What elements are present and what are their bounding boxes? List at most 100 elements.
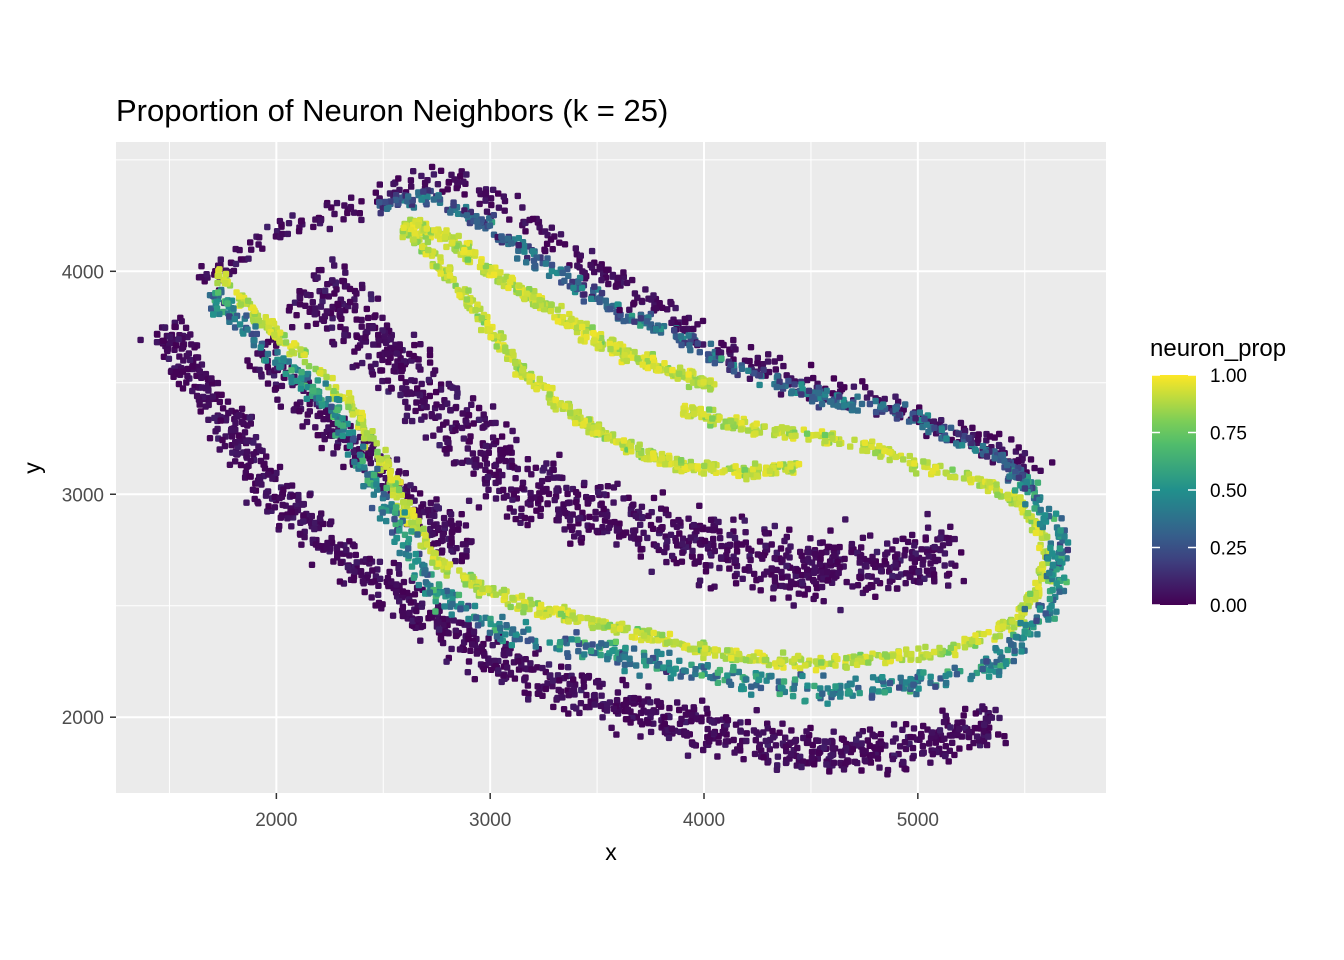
data-point	[661, 714, 668, 721]
data-point	[752, 430, 759, 437]
data-point	[379, 327, 386, 334]
data-point	[919, 742, 927, 750]
data-point	[452, 632, 460, 640]
data-point	[250, 439, 257, 446]
data-point	[225, 409, 232, 417]
data-point	[872, 593, 879, 600]
data-point	[916, 579, 923, 586]
data-point	[1045, 616, 1052, 623]
data-point	[345, 389, 353, 397]
data-point	[264, 223, 271, 231]
data-point	[766, 467, 774, 475]
data-point	[537, 496, 544, 503]
data-point	[628, 633, 636, 641]
data-point	[456, 567, 463, 574]
data-point	[432, 598, 439, 605]
data-point	[569, 612, 576, 619]
data-point	[404, 404, 411, 411]
data-point	[295, 491, 302, 499]
data-point	[412, 407, 419, 415]
data-point	[399, 603, 407, 611]
data-point	[843, 664, 850, 671]
data-point	[581, 275, 589, 282]
data-point	[959, 719, 966, 726]
data-point	[726, 565, 733, 572]
data-point	[748, 683, 755, 690]
data-point	[586, 513, 593, 521]
data-point	[616, 625, 624, 632]
data-point	[722, 418, 729, 425]
data-point	[244, 422, 251, 429]
data-point	[159, 337, 167, 344]
data-point	[524, 465, 531, 473]
data-point	[424, 506, 432, 514]
data-point	[864, 737, 871, 744]
data-point	[485, 586, 492, 593]
data-point	[902, 745, 910, 753]
data-point	[481, 455, 489, 462]
data-point	[392, 504, 400, 511]
data-point	[857, 568, 865, 575]
data-point	[543, 485, 550, 493]
data-point	[375, 384, 382, 392]
data-point	[489, 403, 497, 410]
data-point	[503, 513, 511, 520]
data-point	[796, 665, 804, 672]
data-point	[388, 385, 395, 392]
data-point	[993, 481, 1000, 488]
data-point	[798, 552, 805, 559]
data-point	[937, 534, 944, 541]
data-point	[743, 730, 750, 737]
data-point	[337, 559, 344, 566]
data-point	[238, 418, 246, 426]
data-point	[701, 462, 708, 470]
data-point	[411, 497, 418, 504]
data-point	[668, 300, 675, 308]
data-point	[577, 514, 584, 522]
data-point	[722, 738, 730, 745]
data-point	[567, 540, 574, 547]
data-point	[835, 569, 842, 577]
data-point	[362, 334, 369, 341]
data-point	[182, 324, 190, 331]
data-point	[661, 461, 669, 468]
data-point	[534, 683, 541, 690]
data-point	[804, 682, 811, 689]
data-point	[265, 318, 272, 325]
data-point	[877, 731, 885, 738]
data-point	[514, 192, 521, 200]
data-point	[435, 619, 442, 626]
data-point	[443, 658, 450, 665]
data-point	[779, 649, 787, 656]
data-point	[179, 385, 187, 392]
data-point	[824, 700, 831, 707]
data-point	[637, 546, 644, 553]
data-point	[231, 315, 238, 323]
data-point	[698, 672, 705, 679]
data-point	[930, 648, 938, 656]
data-point	[382, 446, 389, 454]
data-point	[536, 375, 543, 383]
data-point	[573, 705, 580, 712]
data-point	[546, 391, 553, 398]
data-point	[450, 460, 458, 467]
data-point	[345, 403, 352, 411]
data-point	[699, 525, 707, 533]
data-point	[378, 367, 386, 374]
data-point	[462, 605, 470, 612]
data-point	[973, 733, 981, 740]
data-point	[347, 203, 355, 211]
data-point	[491, 657, 498, 665]
data-point	[352, 302, 359, 310]
data-point	[595, 423, 602, 430]
data-point	[303, 291, 311, 298]
data-point	[478, 643, 485, 650]
data-point	[463, 171, 470, 178]
data-point	[584, 614, 591, 622]
data-point	[638, 503, 646, 510]
data-point	[749, 584, 756, 591]
data-point	[606, 340, 613, 348]
data-point	[526, 373, 533, 380]
data-point	[466, 458, 473, 465]
data-point	[430, 432, 437, 439]
